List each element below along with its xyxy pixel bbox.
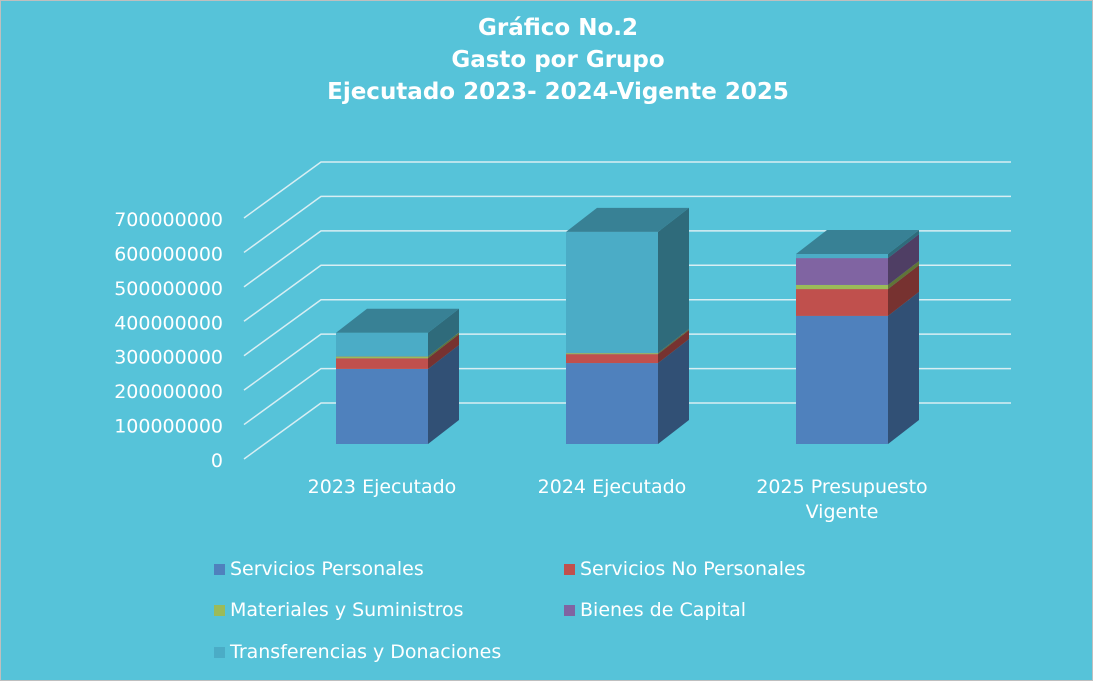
bar <box>336 368 428 444</box>
legend-swatch <box>214 646 225 658</box>
bar-side <box>658 339 689 444</box>
legend-swatch <box>214 604 225 616</box>
chart-title: Gráfico No.2 <box>478 15 638 41</box>
bar <box>796 284 888 290</box>
grid-line <box>243 230 1011 288</box>
chart-title: Ejecutado 2023- 2024-Vigente 2025 <box>327 79 789 105</box>
y-tick-label: 700000000 <box>114 209 223 231</box>
bar-side <box>888 265 919 316</box>
bar-side <box>428 344 459 444</box>
bar-side <box>658 207 689 353</box>
legend-label: Servicios Personales <box>230 558 424 580</box>
bar <box>336 356 428 359</box>
x-tick-label: 2025 Presupuesto Vigente <box>756 476 928 523</box>
y-tick-label: 600000000 <box>114 243 223 265</box>
x-tick-label: 2024 Ejecutado <box>537 476 687 498</box>
bar-top <box>566 207 689 232</box>
grid-line <box>243 367 1011 426</box>
bar-side <box>888 260 919 290</box>
bar <box>566 354 658 364</box>
bar <box>796 258 888 285</box>
legend-item: Servicios Personales <box>214 558 424 580</box>
legend-label: Transferencias y Donaciones <box>230 641 502 663</box>
bar-side <box>888 291 919 444</box>
legend-label: Servicios No Personales <box>580 558 806 580</box>
bar <box>566 353 658 355</box>
legend-label: Materiales y Suministros <box>230 599 464 621</box>
bar-side <box>658 330 689 364</box>
bar-side <box>888 229 919 259</box>
y-tick-label: 200000000 <box>114 381 223 403</box>
bar-side <box>428 334 459 369</box>
y-tick-label: 400000000 <box>114 312 223 334</box>
grid-line <box>243 264 1011 322</box>
y-tick-label: 300000000 <box>114 347 223 369</box>
y-tick-label: 0 <box>211 450 223 472</box>
bar-top <box>336 308 459 333</box>
bar-top <box>796 229 919 254</box>
bar-side <box>428 332 459 357</box>
legend-swatch <box>564 563 575 575</box>
legend-label: Bienes de Capital <box>580 599 747 621</box>
legend-item: Materiales y Suministros <box>214 599 464 621</box>
bar <box>336 332 428 357</box>
bar <box>796 253 888 259</box>
bar <box>566 363 658 444</box>
bar <box>336 358 428 369</box>
grid-line <box>243 161 1011 219</box>
chart-title: Gasto por Grupo <box>451 47 664 73</box>
legend-item: Transferencias y Donaciones <box>214 641 501 663</box>
grid-line <box>243 402 1011 460</box>
grid-line <box>243 195 1011 254</box>
bar <box>796 289 888 316</box>
bar-side <box>428 332 459 359</box>
bar <box>796 315 888 444</box>
bar-side <box>428 308 459 357</box>
bar-side <box>658 329 689 355</box>
bar-side <box>888 234 919 285</box>
y-tick-label: 500000000 <box>114 278 223 300</box>
grid-line <box>243 298 1011 357</box>
legend-swatch <box>214 563 225 575</box>
y-tick-label: 100000000 <box>114 416 223 438</box>
legend-item: Bienes de Capital <box>564 599 746 621</box>
legend-item: Servicios No Personales <box>564 558 806 580</box>
legend-swatch <box>564 604 575 616</box>
x-tick-label: 2023 Ejecutado <box>307 476 457 498</box>
bar <box>566 231 658 353</box>
grid-line <box>243 333 1011 391</box>
bar-side <box>658 328 689 354</box>
